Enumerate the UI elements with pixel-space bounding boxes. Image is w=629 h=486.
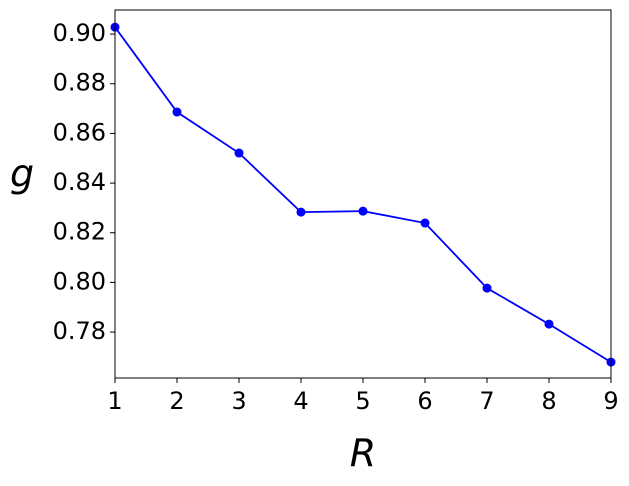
data-line [114, 26, 612, 363]
data-point [420, 218, 430, 228]
x-tick-label: 1 [107, 387, 122, 415]
x-tick-label: 8 [541, 387, 556, 415]
y-tick-label: 0.84 [53, 168, 106, 196]
y-tick-label: 0.88 [53, 69, 106, 97]
y-tick-label: 0.82 [53, 218, 106, 246]
data-point [296, 207, 306, 217]
data-point [544, 319, 554, 329]
x-tick-label: 7 [479, 387, 494, 415]
x-axis-label: R [350, 432, 376, 476]
data-point [172, 107, 182, 117]
data-point [358, 206, 368, 216]
x-tick-label: 9 [603, 387, 618, 415]
x-tick-label: 2 [169, 387, 184, 415]
y-tick-label: 0.80 [53, 267, 106, 295]
x-tick-label: 3 [231, 387, 246, 415]
x-tick-label: 4 [293, 387, 308, 415]
y-tick-label: 0.86 [53, 118, 106, 146]
y-tick-label: 0.90 [53, 19, 106, 47]
y-axis-label: g [10, 152, 34, 196]
x-tick-label: 6 [417, 387, 432, 415]
data-point [482, 283, 492, 293]
plot-frame [114, 9, 612, 379]
y-tick-label: 0.78 [53, 317, 106, 345]
data-point [234, 148, 244, 158]
x-tick-label: 5 [355, 387, 370, 415]
